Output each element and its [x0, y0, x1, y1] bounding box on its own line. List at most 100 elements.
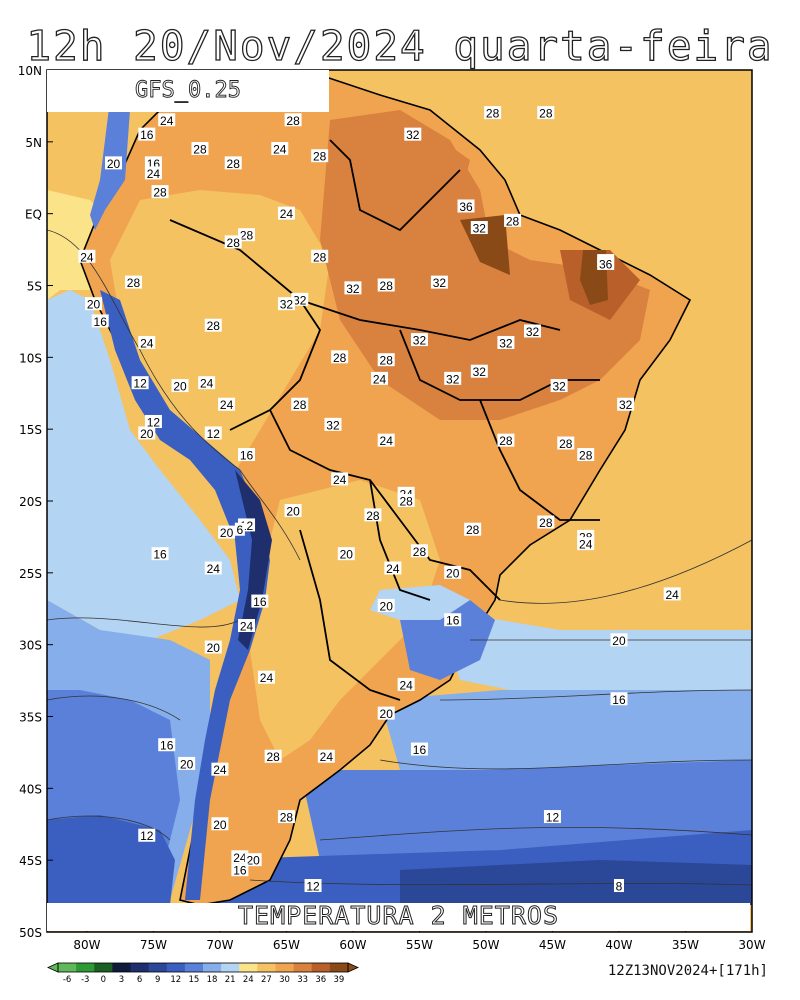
contour-lines	[47, 229, 752, 886]
contour-label-text: 20	[213, 818, 227, 832]
contour-label-bg	[238, 228, 256, 242]
colorbar-tick-label: 18	[207, 975, 218, 985]
contour-label: 8	[613, 879, 624, 894]
contour-label-bg	[613, 879, 624, 893]
contour-label: 24	[371, 371, 389, 386]
contour-label-text: 28	[227, 236, 241, 250]
contour-label-bg	[311, 249, 329, 263]
contour-label-text: 24	[233, 851, 247, 865]
contour-label: 24	[317, 749, 335, 764]
contour-label-bg	[331, 350, 349, 364]
contour-label: 28	[497, 433, 515, 448]
border-line	[269, 409, 501, 601]
contour-label-text: 24	[579, 538, 593, 552]
contour-label: 16	[231, 863, 249, 878]
contour-label-text: 16	[240, 449, 254, 463]
contour-label-text: 32	[433, 276, 447, 290]
contour-label-text: 12	[140, 829, 154, 843]
contour-label-text: 24	[260, 671, 274, 685]
contour-label-bg	[444, 565, 462, 579]
contour-label: 24	[257, 670, 275, 685]
colorbar-segment	[184, 963, 204, 972]
contour-label-bg	[557, 436, 575, 450]
contour-label-bg	[577, 537, 595, 551]
border-line	[479, 399, 600, 521]
colorbar-tick-label: 21	[225, 975, 236, 985]
contour-label-text: 24	[207, 562, 221, 576]
contour-label-text: 28	[559, 437, 573, 451]
lon-tick-label: 30W	[738, 938, 765, 952]
contour-label-text: 16	[94, 315, 108, 329]
contour-label-bg	[204, 561, 222, 575]
contour-label: 24	[238, 618, 256, 633]
contour-label-text: 32	[326, 418, 340, 432]
contour-label-text: 32	[473, 222, 487, 236]
contour-label-bg	[191, 142, 209, 156]
contour-label: 28	[377, 353, 395, 368]
contour-label-text: 20	[173, 380, 187, 394]
contour-label-text: 28	[466, 523, 480, 537]
contour-label-bg	[577, 448, 595, 462]
contour-label: 12	[543, 810, 561, 825]
contour-label-bg	[304, 879, 322, 893]
contour-label-bg	[364, 508, 382, 522]
lat-tick-label: 40S	[19, 782, 42, 796]
contour-label: 32	[497, 335, 515, 350]
contour-label: 28	[204, 318, 222, 333]
contour-label-text: 20	[107, 157, 121, 171]
colorbar-segment	[203, 963, 222, 972]
contour-label-text: 20	[612, 634, 626, 648]
contour-label-bg	[311, 149, 329, 163]
contour-label-text: 32	[526, 325, 540, 339]
contour-label: 32	[444, 371, 462, 386]
contour-label: 20	[610, 633, 628, 648]
lat-tick-label: EQ	[25, 208, 42, 222]
contour-label: 16	[158, 738, 176, 753]
contour-label: 24	[204, 561, 222, 576]
contour-label-bg	[550, 379, 568, 393]
contour-label-text: 28	[333, 351, 347, 365]
atlantic-24-zone	[500, 530, 752, 630]
contour-label: 12	[131, 376, 149, 391]
contour-label-bg	[78, 249, 96, 263]
contour-line	[47, 617, 241, 628]
contour-label-text: 32	[446, 372, 460, 386]
contour-label-text: 32	[473, 365, 487, 379]
contour-label: 20	[444, 565, 462, 580]
contour-label-text: 28	[313, 250, 327, 264]
run-info: 12Z13NOV2024+[171h]	[607, 963, 768, 979]
lon-tick-label: 50W	[472, 938, 499, 952]
contour-label-text: 16	[160, 739, 174, 753]
atlantic-16-band	[380, 690, 752, 770]
contour-label-bg	[410, 544, 428, 558]
contour-label-bg	[537, 515, 555, 529]
contour-label: 24	[384, 561, 402, 576]
contour-label-text: 24	[280, 207, 294, 221]
andes-main-cold	[100, 290, 270, 900]
contour-label-text: 24	[399, 678, 413, 692]
contour-label: 28	[224, 156, 242, 171]
contour-label-text: 28	[207, 319, 221, 333]
contour-label: 32	[404, 127, 422, 142]
lat-tick-label: 5N	[25, 136, 42, 150]
altiplano-coldest	[235, 470, 272, 650]
contour-label-text: 28	[153, 186, 167, 200]
colorbar-tick-label: 30	[279, 975, 290, 985]
contour-label-text: 16	[153, 548, 167, 562]
contour-label-bg	[444, 371, 462, 385]
contour-label-text: 16	[253, 595, 267, 609]
contour-label-bg	[231, 863, 249, 877]
contour-label-text: 32	[552, 380, 566, 394]
contour-label-bg	[124, 275, 142, 289]
contour-label: 28	[291, 397, 309, 412]
contour-label: 32	[277, 297, 295, 312]
contour-label-bg	[317, 749, 335, 763]
contour-label: 28	[264, 749, 282, 764]
contour-label: 32	[470, 364, 488, 379]
contour-label-bg	[198, 376, 216, 390]
contour-label-text: 24	[80, 250, 94, 264]
colorbar-tick-label: 3	[119, 975, 124, 985]
contour-label: 28	[238, 228, 256, 243]
contour-label: 28	[377, 278, 395, 293]
contour-label-text: 28	[366, 509, 380, 523]
